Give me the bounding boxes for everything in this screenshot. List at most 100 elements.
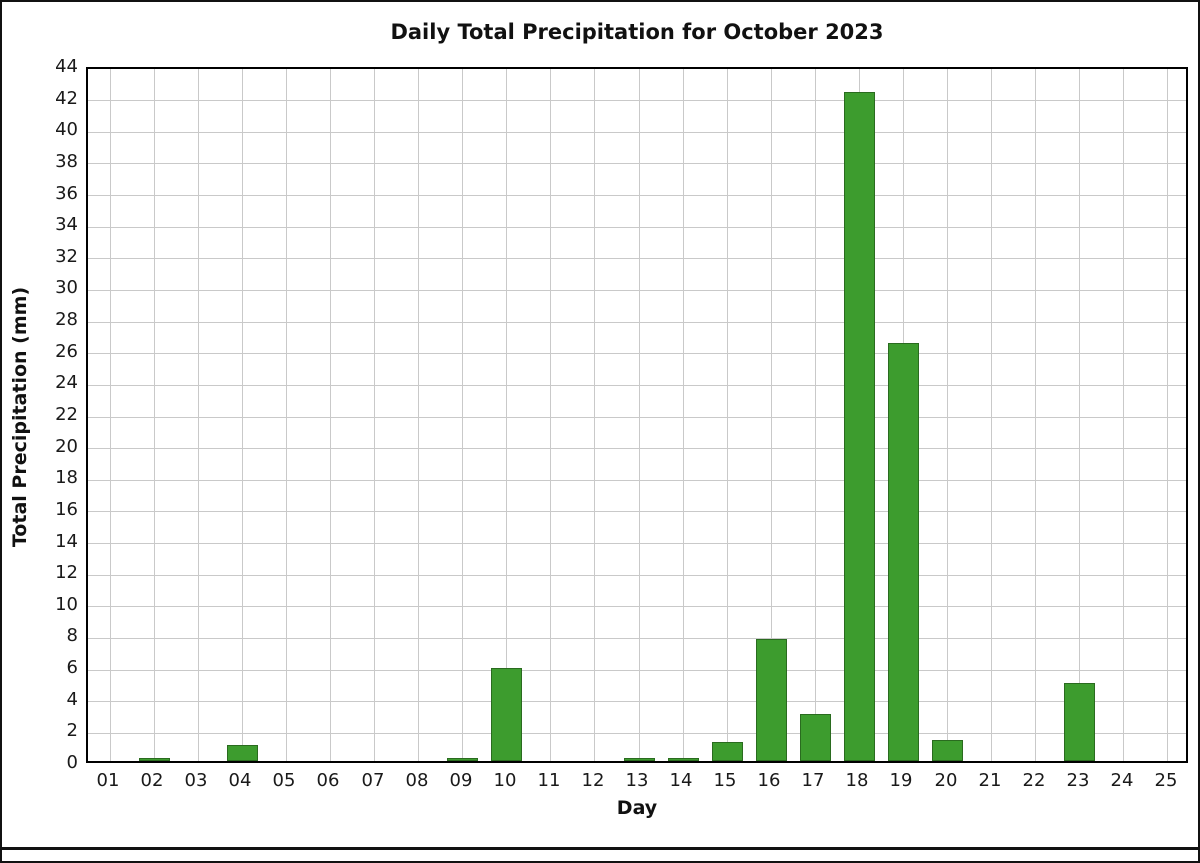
bar-day-14 [668, 758, 699, 761]
x-tick-label: 18 [845, 770, 869, 791]
h-gridline [88, 163, 1186, 165]
y-tick-label: 6 [66, 657, 78, 679]
y-tick-label: 24 [55, 372, 78, 394]
x-tick-label: 01 [96, 770, 120, 791]
y-tick-label: 14 [55, 530, 78, 552]
v-gridline [418, 69, 420, 761]
x-tick-label: 04 [228, 770, 252, 791]
x-tick-label: 09 [449, 770, 473, 791]
v-gridline [153, 69, 155, 761]
h-gridline [88, 479, 1186, 481]
x-tick-label: 21 [978, 770, 1002, 791]
y-tick-label: 20 [55, 435, 78, 457]
h-gridline [88, 669, 1186, 671]
v-gridline [241, 69, 243, 761]
y-tick-label: 18 [55, 467, 78, 489]
h-gridline [88, 543, 1186, 545]
y-tick-label: 16 [55, 498, 78, 520]
v-gridline [506, 69, 508, 761]
x-tick-label: 17 [801, 770, 825, 791]
h-gridline [88, 131, 1186, 133]
h-gridline [88, 289, 1186, 291]
x-tick-label: 11 [537, 770, 561, 791]
h-gridline [88, 353, 1186, 355]
v-gridline [1079, 69, 1081, 761]
x-tick-label: 22 [1022, 770, 1046, 791]
v-gridline [682, 69, 684, 761]
h-gridline [88, 416, 1186, 418]
v-gridline [1035, 69, 1037, 761]
v-gridline [770, 69, 772, 761]
y-tick-label: 30 [55, 277, 78, 299]
v-gridline [638, 69, 640, 761]
y-tick-label: 26 [55, 340, 78, 362]
bar-day-02 [139, 758, 170, 761]
v-gridline [726, 69, 728, 761]
h-gridline [88, 195, 1186, 197]
bar-day-18 [844, 92, 875, 761]
v-gridline [947, 69, 949, 761]
bar-day-20 [932, 740, 963, 761]
bar-day-10 [491, 668, 522, 761]
chart-title: Daily Total Precipitation for October 20… [390, 20, 884, 44]
x-tick-label: 07 [361, 770, 385, 791]
y-tick-label: 12 [55, 562, 78, 584]
x-tick-label: 16 [757, 770, 781, 791]
h-gridline [88, 574, 1186, 576]
v-gridline [462, 69, 464, 761]
bar-day-15 [712, 742, 743, 761]
y-tick-label: 4 [66, 688, 78, 710]
bar-day-19 [888, 343, 919, 761]
x-tick-label: 23 [1066, 770, 1090, 791]
x-tick-label: 14 [669, 770, 693, 791]
x-tick-label: 03 [184, 770, 208, 791]
h-gridline [88, 637, 1186, 639]
h-gridline [88, 732, 1186, 734]
v-gridline [814, 69, 816, 761]
x-tick-label: 13 [625, 770, 649, 791]
x-tick-label: 10 [493, 770, 517, 791]
v-gridline [197, 69, 199, 761]
bar-day-09 [447, 758, 478, 761]
y-tick-label: 10 [55, 593, 78, 615]
y-tick-label: 2 [66, 720, 78, 742]
h-gridline [88, 448, 1186, 450]
h-gridline [88, 384, 1186, 386]
x-tick-label: 12 [581, 770, 605, 791]
y-tick-label: 22 [55, 404, 78, 425]
x-tick-label: 24 [1110, 770, 1134, 791]
bar-day-17 [800, 714, 831, 761]
y-tick-label: 44 [55, 56, 78, 77]
x-tick-label: 25 [1154, 770, 1178, 791]
v-gridline [550, 69, 552, 761]
bar-day-16 [756, 639, 787, 761]
h-gridline [88, 100, 1186, 102]
x-tick-label: 19 [889, 770, 913, 791]
v-gridline [109, 69, 111, 761]
v-gridline [991, 69, 993, 761]
v-gridline [1167, 69, 1169, 761]
h-gridline [88, 321, 1186, 323]
y-tick-label: 40 [55, 119, 78, 141]
y-tick-label: 34 [55, 214, 78, 236]
bar-day-13 [624, 758, 655, 761]
y-tick-label: 28 [55, 309, 78, 331]
y-tick-label: 36 [55, 182, 78, 204]
x-tick-label: 02 [140, 770, 164, 791]
v-gridline [329, 69, 331, 761]
y-tick-label: 38 [55, 150, 78, 172]
y-tick-label: 8 [66, 625, 78, 647]
h-gridline [88, 511, 1186, 513]
y-tick-label: 0 [66, 752, 78, 773]
x-axis-label: Day [616, 797, 658, 819]
x-tick-label: 05 [272, 770, 296, 791]
h-gridline [88, 226, 1186, 228]
v-gridline [1123, 69, 1125, 761]
v-gridline [594, 69, 596, 761]
v-gridline [285, 69, 287, 761]
h-gridline [88, 606, 1186, 608]
x-tick-label: 15 [713, 770, 737, 791]
y-tick-label: 42 [55, 87, 78, 109]
h-gridline [88, 701, 1186, 703]
